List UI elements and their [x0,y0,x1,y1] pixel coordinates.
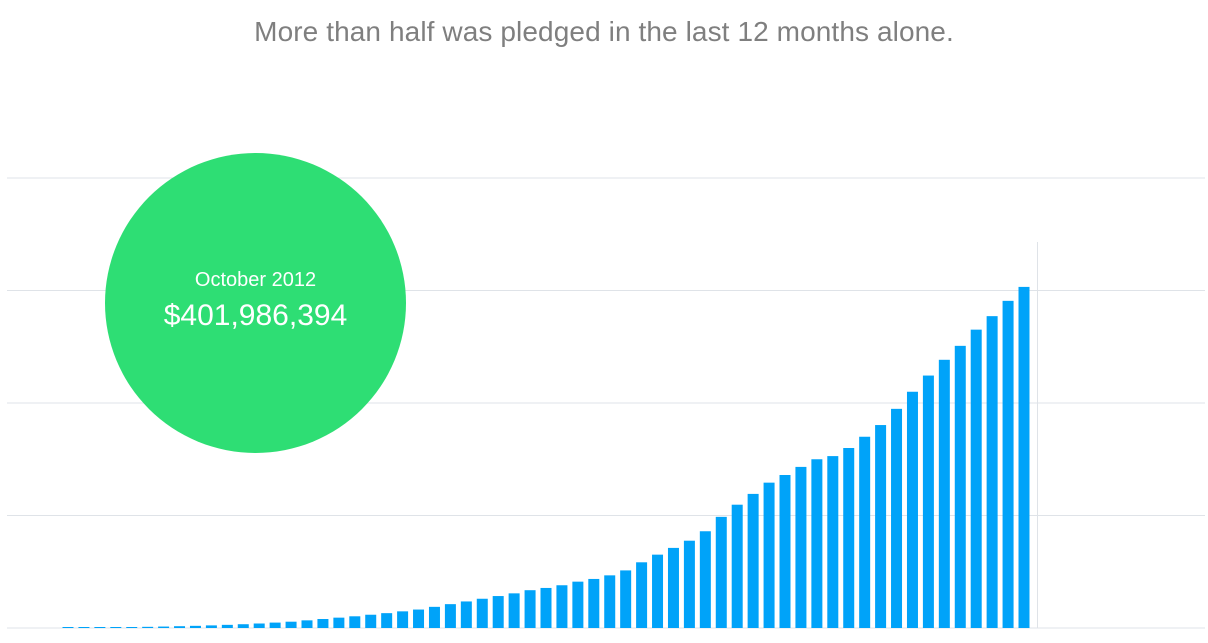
bars [62,242,1038,629]
bar[interactable] [524,590,536,628]
bar[interactable] [604,575,616,628]
bar[interactable] [126,627,138,628]
bar[interactable] [1018,286,1030,628]
bar[interactable] [285,621,297,628]
bar[interactable] [938,359,950,628]
bar[interactable] [922,375,934,628]
bar[interactable] [317,619,329,628]
headline: More than half was pledged in the last 1… [254,16,954,47]
bar[interactable] [636,562,648,628]
bar[interactable] [221,624,233,628]
bar[interactable] [954,345,966,628]
bar[interactable] [110,627,122,628]
bar[interactable] [460,601,472,628]
bar[interactable] [397,611,409,628]
bar[interactable] [620,570,632,628]
bar[interactable] [795,466,807,628]
bar[interactable] [349,616,361,628]
bar[interactable] [476,598,488,628]
bar[interactable] [189,625,201,628]
bar[interactable] [891,408,903,628]
bar[interactable] [667,547,679,628]
bar[interactable] [444,604,456,628]
bar[interactable] [333,617,345,628]
bar[interactable] [699,531,711,628]
bar[interactable] [158,626,170,628]
bar[interactable] [1002,300,1014,628]
bar[interactable] [142,626,154,628]
bar[interactable] [556,585,568,628]
bar[interactable] [652,554,664,628]
bar[interactable] [779,475,791,628]
bar[interactable] [715,516,727,628]
bar[interactable] [508,593,520,628]
bar[interactable] [205,625,217,628]
bar[interactable] [986,316,998,628]
bar[interactable] [683,540,695,628]
bar[interactable] [237,624,249,628]
bar[interactable] [253,623,265,629]
bar[interactable] [78,627,90,628]
bar[interactable] [381,613,393,628]
bar[interactable] [859,436,871,628]
bar[interactable] [875,425,887,628]
bar[interactable] [269,622,281,628]
bar[interactable] [94,627,106,628]
bar[interactable] [747,493,759,628]
bar[interactable] [540,587,552,628]
bar[interactable] [588,578,600,628]
bar[interactable] [811,459,823,628]
bar[interactable] [572,581,584,628]
bar[interactable] [413,609,425,628]
bar[interactable] [843,448,855,628]
bubble-date: October 2012 [194,269,317,291]
bubble-value: $401,986,394 [163,299,348,332]
bar[interactable] [174,626,186,628]
bar[interactable] [763,482,775,628]
bar[interactable] [365,614,377,629]
bar[interactable] [970,329,982,628]
bar[interactable] [62,627,74,628]
bar[interactable] [827,456,839,628]
bar[interactable] [906,391,918,628]
bar[interactable] [428,606,440,628]
bar[interactable] [492,596,504,628]
bar[interactable] [301,620,313,628]
value-bubble: October 2012 $401,986,394 [105,153,406,453]
bar[interactable] [731,504,743,628]
